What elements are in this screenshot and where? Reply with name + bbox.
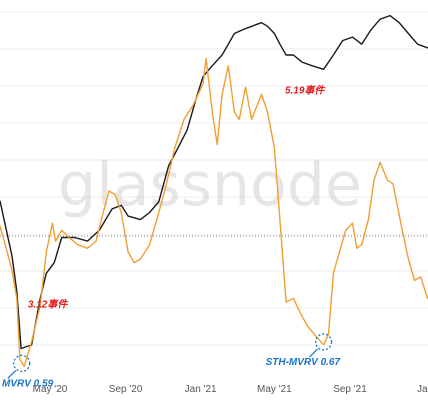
x-tick-label: May '21 [257, 384, 292, 395]
annotation-label: STH-MVRV 0.67 [266, 357, 341, 368]
annotation-arrow [309, 348, 318, 358]
series-1 [0, 57, 428, 368]
x-tick-label: Jan '21 [185, 384, 217, 395]
gridlines [0, 11, 428, 346]
x-axis: May '20 Sep '20 Jan '21 May '21 Sep '21 Jan [33, 384, 428, 395]
x-tick-label: May '20 [33, 384, 68, 395]
annotation-arrow [7, 369, 17, 379]
x-tick-label: Sep '21 [333, 384, 367, 395]
series-line [0, 57, 428, 368]
highlight-circle [314, 333, 333, 351]
highlight-circle [13, 354, 31, 373]
annotation-label: 5.19事件 [285, 85, 325, 97]
series-layer [0, 14, 428, 368]
x-tick-label: Sep '20 [109, 384, 143, 395]
series-line [0, 14, 428, 350]
watermark-text: glassnode [58, 150, 362, 220]
series-0 [0, 14, 428, 350]
x-tick-label: Jan [417, 384, 428, 395]
annotation-label: MVRV 0.59 [2, 378, 54, 389]
annotations: 5.19事件 3.12事件 STH-MVRV 0.67 MVRV 0.59 [2, 85, 340, 390]
annotation-label: 3.12事件 [28, 298, 68, 310]
